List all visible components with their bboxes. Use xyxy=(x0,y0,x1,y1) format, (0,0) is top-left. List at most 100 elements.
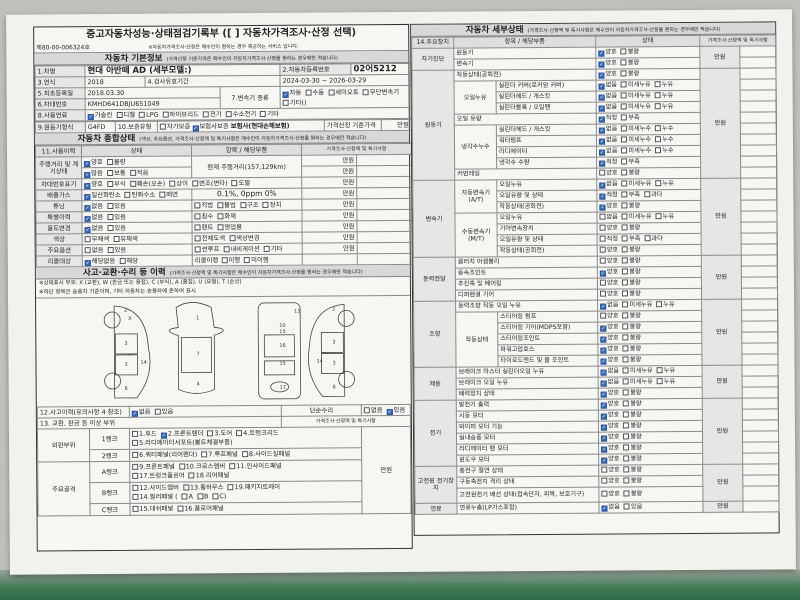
checkbox-option[interactable]: 미세누유 xyxy=(621,102,651,112)
checkbox[interactable] xyxy=(262,201,269,208)
checkbox[interactable] xyxy=(229,463,236,470)
checkbox-checked[interactable]: ✓ xyxy=(599,182,606,189)
checkbox-checked[interactable]: ✓ xyxy=(599,270,606,277)
checkbox-option[interactable]: 과다 xyxy=(644,190,663,200)
checkbox-option[interactable]: ✓ 양호 xyxy=(601,443,620,453)
checkbox-option[interactable]: ✓ 양호 xyxy=(600,333,619,343)
checkbox-option[interactable]: 8.사이드실패널 xyxy=(241,450,290,459)
checkbox-option[interactable]: 훼손(오손) xyxy=(129,179,166,189)
checkbox-checked[interactable]: ✓ xyxy=(192,125,199,132)
checkbox[interactable] xyxy=(621,114,628,121)
checkbox[interactable] xyxy=(124,191,131,198)
checkbox-checked[interactable]: ✓ xyxy=(598,94,605,101)
checkbox[interactable] xyxy=(182,484,189,491)
checkbox[interactable] xyxy=(620,59,627,66)
checkbox[interactable] xyxy=(194,246,201,253)
checkbox-option[interactable]: 미세누수 xyxy=(621,124,651,134)
checkbox-option[interactable]: 수동 xyxy=(305,87,324,97)
checkbox-option[interactable]: 양호 xyxy=(599,223,618,233)
checkbox-option[interactable]: 12.사이드멤버 xyxy=(132,484,179,493)
checkbox-option[interactable]: 부족 xyxy=(622,234,640,244)
checkbox-option[interactable]: 양호 xyxy=(599,289,618,299)
checkbox-option[interactable]: ✓ 있음 xyxy=(386,405,406,416)
checkbox-option[interactable]: ✓ 양호 xyxy=(600,421,619,431)
checkbox-option[interactable]: ✓ 적정 xyxy=(599,190,618,200)
checkbox-option[interactable]: 누유 xyxy=(654,102,673,112)
checkbox[interactable] xyxy=(621,169,628,176)
checkbox-option[interactable]: A xyxy=(181,492,193,501)
checkbox[interactable] xyxy=(622,356,629,363)
checkbox-option[interactable]: 불량 xyxy=(623,476,642,486)
checkbox[interactable] xyxy=(194,213,201,220)
checkbox-checked[interactable]: ✓ xyxy=(386,409,393,416)
checkbox[interactable] xyxy=(621,180,628,187)
checkbox[interactable] xyxy=(305,89,312,96)
checkbox[interactable] xyxy=(159,123,166,130)
checkbox[interactable] xyxy=(601,466,608,473)
checkbox[interactable] xyxy=(363,407,370,414)
checkbox-checked[interactable]: ✓ xyxy=(600,303,607,310)
checkbox-option[interactable]: ✓ 없음 xyxy=(131,407,151,417)
checkbox-option[interactable]: 불량 xyxy=(622,289,641,299)
checkbox-option[interactable]: ✓ 적정 xyxy=(598,113,617,123)
checkbox-option[interactable]: ✓ 없음 xyxy=(84,201,103,212)
checkbox[interactable] xyxy=(622,290,629,297)
checkbox[interactable] xyxy=(655,180,662,187)
checkbox[interactable] xyxy=(599,169,606,176)
checkbox-option[interactable]: 미세누유 xyxy=(620,80,651,90)
checkbox[interactable] xyxy=(178,463,185,470)
checkbox[interactable] xyxy=(621,136,628,143)
checkbox-checked[interactable]: ✓ xyxy=(598,61,605,68)
checkbox[interactable] xyxy=(656,301,663,308)
checkbox-option[interactable]: 탄화수소 xyxy=(124,190,156,200)
checkbox[interactable] xyxy=(622,246,629,253)
checkbox[interactable] xyxy=(107,214,114,221)
checkbox-option[interactable]: 미세누유 xyxy=(621,91,651,101)
checkbox[interactable] xyxy=(212,493,219,500)
checkbox-checked[interactable]: ✓ xyxy=(598,50,605,57)
checkbox-option[interactable]: ✓ 양호 xyxy=(598,69,617,79)
checkbox[interactable] xyxy=(621,202,628,209)
checkbox-option[interactable]: ✓ 없음 xyxy=(84,223,104,234)
checkbox-option[interactable]: 수소전기 xyxy=(225,109,257,119)
checkbox-option[interactable]: ✓ 없음 xyxy=(599,146,617,156)
checkbox[interactable] xyxy=(159,191,166,198)
checkbox-option[interactable]: LPG xyxy=(139,110,159,120)
checkbox[interactable] xyxy=(132,505,139,512)
checkbox-option[interactable]: 불량 xyxy=(622,333,641,343)
checkbox-checked[interactable]: ✓ xyxy=(84,260,91,267)
checkbox[interactable] xyxy=(106,170,113,177)
checkbox-checked[interactable]: ✓ xyxy=(600,358,607,365)
checkbox[interactable] xyxy=(194,202,201,209)
checkbox-option[interactable]: ✓ 보험사보증 xyxy=(192,121,229,132)
checkbox[interactable] xyxy=(197,493,204,500)
checkbox-checked[interactable]: ✓ xyxy=(598,83,605,90)
checkbox-option[interactable]: ✓ 양호 xyxy=(600,410,619,420)
checkbox[interactable] xyxy=(601,477,608,484)
checkbox-option[interactable]: 미세누유 xyxy=(622,377,653,387)
checkbox[interactable] xyxy=(622,268,629,275)
checkbox[interactable] xyxy=(621,213,628,220)
checkbox-option[interactable]: 13.휠하우스 xyxy=(182,483,224,492)
checkbox-checked[interactable]: ✓ xyxy=(598,105,605,112)
checkbox-option[interactable]: 불량 xyxy=(622,322,641,332)
checkbox[interactable] xyxy=(623,411,630,418)
checkbox-checked[interactable]: ✓ xyxy=(600,391,607,398)
checkbox-checked[interactable]: ✓ xyxy=(87,114,94,121)
checkbox[interactable] xyxy=(654,81,661,88)
checkbox[interactable] xyxy=(623,400,630,407)
checkbox[interactable] xyxy=(623,503,630,510)
checkbox-option[interactable]: 18.리어패널 xyxy=(188,471,230,480)
checkbox-option[interactable]: 7.루프패널 xyxy=(201,450,238,459)
checkbox-checked[interactable]: ✓ xyxy=(599,204,606,211)
checkbox[interactable] xyxy=(236,430,243,437)
checkbox-option[interactable]: 1.후드 xyxy=(131,430,157,439)
checkbox[interactable] xyxy=(622,235,629,242)
checkbox[interactable] xyxy=(644,235,651,242)
checkbox-option[interactable]: ✓ 없음 xyxy=(598,124,617,134)
checkbox[interactable] xyxy=(622,323,629,330)
checkbox-option[interactable]: ✓ 양호 xyxy=(599,201,618,211)
checkbox[interactable] xyxy=(162,111,169,118)
checkbox-option[interactable]: 부족 xyxy=(621,157,640,167)
checkbox-option[interactable]: 양호 xyxy=(601,476,620,486)
